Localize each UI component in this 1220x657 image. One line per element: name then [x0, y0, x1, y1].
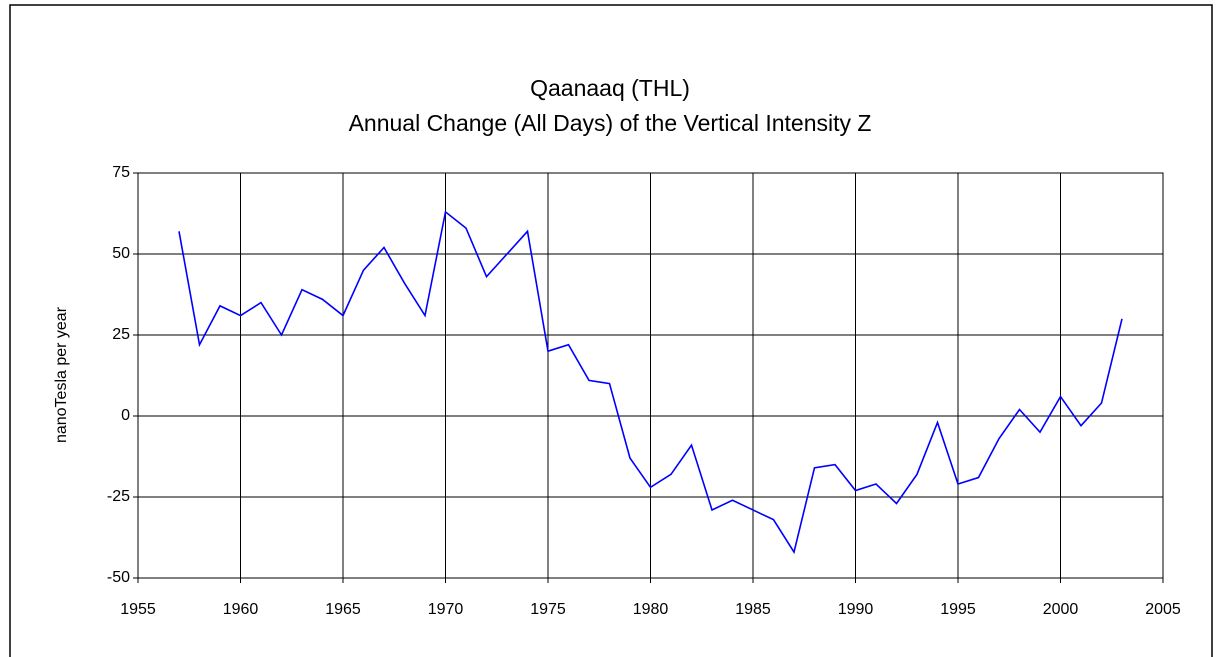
- x-tick-label: 1990: [838, 601, 874, 618]
- x-tick-label: 1980: [633, 601, 669, 618]
- x-tick-label: 1985: [735, 601, 771, 618]
- chart-border: [9, 4, 1213, 657]
- y-tick-label: 75: [112, 164, 130, 181]
- x-tick-label: 1995: [940, 601, 976, 618]
- x-tick-label: 2005: [1145, 601, 1181, 618]
- y-tick-label: 25: [112, 326, 130, 343]
- x-tick-label: 1955: [120, 601, 156, 618]
- x-tick-label: 1960: [223, 601, 259, 618]
- y-tick-label: 0: [121, 407, 130, 424]
- x-tick-label: 1970: [428, 601, 464, 618]
- y-axis-label: nanoTesla per year: [53, 306, 70, 443]
- y-tick-label: -25: [107, 488, 130, 505]
- chart-subtitle: Annual Change (All Days) of the Vertical…: [349, 110, 872, 136]
- chart-title: Qaanaaq (THL): [530, 75, 690, 101]
- x-tick-label: 1965: [325, 601, 361, 618]
- x-tick-label: 1975: [530, 601, 566, 618]
- y-tick-label: -50: [107, 569, 130, 586]
- x-tick-label: 2000: [1043, 601, 1079, 618]
- y-tick-label: 50: [112, 245, 130, 262]
- data-line: [178, 210, 1123, 555]
